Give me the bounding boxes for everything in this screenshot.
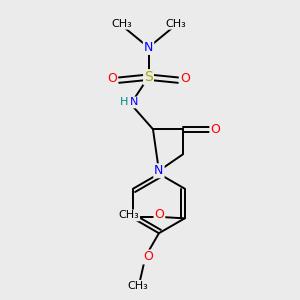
Text: O: O: [211, 123, 220, 136]
Text: CH₃: CH₃: [111, 19, 132, 29]
Text: O: O: [143, 250, 153, 263]
Text: CH₃: CH₃: [118, 210, 139, 220]
Text: O: O: [180, 72, 190, 85]
Text: CH₃: CH₃: [165, 19, 186, 29]
Text: O: O: [107, 72, 117, 85]
Text: H: H: [120, 98, 128, 107]
Text: N: N: [154, 164, 164, 177]
Text: N: N: [130, 98, 138, 107]
Text: S: S: [144, 70, 153, 84]
Text: O: O: [154, 208, 164, 221]
Text: N: N: [144, 41, 153, 54]
Text: CH₃: CH₃: [128, 281, 148, 291]
